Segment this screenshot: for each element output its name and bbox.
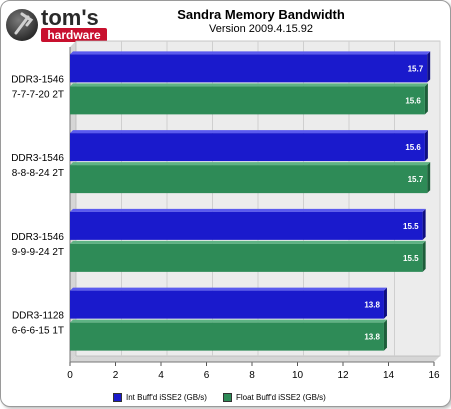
x-tick-label: 8: [249, 370, 255, 381]
bar-value-label: 13.8: [364, 333, 380, 342]
legend-item-float: Float Buff'd iSSE2 (GB/s): [222, 392, 326, 402]
bar: [70, 322, 384, 351]
bar: [70, 243, 423, 272]
bar-depth: [427, 51, 431, 83]
legend-label-int: Int Buff'd iSSE2 (GB/s): [126, 392, 207, 402]
category-label: DDR3-1546: [11, 74, 64, 85]
chart-subtitle: Version 2009.4.15.92: [209, 23, 313, 35]
category-label: 7-7-7-20 2T: [12, 89, 64, 100]
logo-banner: [41, 28, 107, 42]
bar-top: [70, 319, 387, 323]
x-tick-label: 2: [113, 370, 119, 381]
category-label: DDR3-1546: [11, 153, 64, 164]
x-tick-label: 0: [67, 370, 73, 381]
bar: [70, 54, 428, 83]
bar: [70, 211, 423, 240]
bar-top: [70, 208, 426, 212]
bar-depth: [427, 162, 431, 194]
legend-swatch-float: [222, 392, 232, 402]
category-label: 9-9-9-24 2T: [12, 247, 64, 258]
bar-value-label: 15.7: [408, 64, 424, 73]
x-tick-label: 10: [292, 370, 304, 381]
bar-depth: [383, 287, 387, 319]
bar: [70, 86, 425, 115]
bar-top: [70, 240, 426, 244]
legend-item-int: Int Buff'd iSSE2 (GB/s): [113, 392, 207, 402]
bar-value-label: 15.5: [403, 222, 419, 231]
category-label: DDR3-1546: [11, 232, 64, 243]
bar-depth: [424, 130, 428, 162]
category-label: 8-8-8-24 2T: [12, 168, 64, 179]
bar: [70, 290, 384, 319]
x-tick-label: 14: [383, 370, 395, 381]
category-label: DDR3-1128: [12, 311, 64, 322]
chart-title: Sandra Memory Bandwidth: [177, 7, 345, 22]
bar-top: [70, 162, 431, 166]
legend-swatch-int: [113, 392, 122, 402]
bar: [70, 165, 428, 194]
logo-text-1: tom's: [41, 5, 99, 30]
bar-depth: [424, 83, 428, 115]
logo-graphic: tom's hardware: [6, 5, 107, 42]
legend: Int Buff'd iSSE2 (GB/s) Float Buff'd iSS…: [113, 390, 445, 404]
bar-top: [70, 83, 428, 87]
x-tick-label: 4: [158, 370, 164, 381]
bar-value-label: 15.7: [408, 175, 424, 184]
plot-floor: [70, 356, 440, 362]
logo-wrench-icon: [14, 12, 34, 35]
logo: tom's hardware: [3, 3, 115, 47]
plot-side-wall: [70, 41, 76, 362]
bar-top: [70, 287, 387, 291]
logo-text-2: hardware: [47, 28, 101, 42]
bar-top: [70, 51, 431, 55]
bar-value-label: 13.8: [364, 301, 380, 310]
bar: [70, 133, 425, 162]
category-label: 6-6-6-15 1T: [12, 326, 64, 337]
bar-value-label: 15.5: [403, 254, 419, 263]
bar-value-label: 15.6: [405, 143, 421, 152]
bar-depth: [383, 319, 387, 351]
bar-depth: [422, 208, 426, 240]
x-tick-label: 16: [428, 370, 440, 381]
bar-depth: [422, 240, 426, 272]
legend-label-float: Float Buff'd iSSE2 (GB/s): [235, 392, 326, 402]
x-tick-label: 12: [337, 370, 349, 381]
bar-top: [70, 130, 428, 134]
bar-value-label: 15.6: [405, 96, 421, 105]
x-tick-label: 6: [204, 370, 210, 381]
